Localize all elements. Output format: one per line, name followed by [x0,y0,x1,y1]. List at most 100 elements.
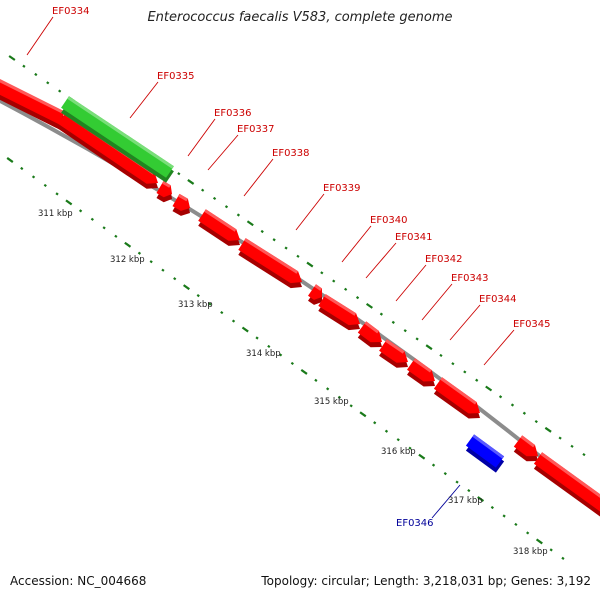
major-tick [359,411,367,418]
minor-tick [255,336,259,340]
minor-tick [290,361,294,366]
gene-highlight [385,339,405,354]
minor-tick [415,337,419,341]
minor-tick [31,175,36,179]
gene-label-text: EF0343 [451,273,489,284]
gene-arrow-2 [156,181,172,203]
major-tick [418,453,426,460]
gene-label-ef0334: EF0334 [26,6,90,56]
gene-label-text: EF0341 [395,232,433,243]
minor-tick [114,234,118,238]
minor-tick [90,217,94,221]
gene-arrow-5 [238,238,302,289]
gene-highlight [324,294,357,316]
minor-tick [46,81,50,85]
gene-label-text: EF0342 [425,254,463,265]
gene-highlight [244,238,299,274]
minor-tick [355,296,360,300]
scale-label: 311 kbp [38,209,73,219]
major-tick [124,241,132,248]
gene-body [513,435,538,457]
gene-label-ef0341: EF0341 [365,232,433,279]
gene-label-text: EF0335 [157,71,195,82]
minor-tick [320,271,324,275]
gene-highlight [314,284,322,291]
leader-line [449,304,481,341]
gene-body [238,238,302,284]
minor-tick [439,353,443,358]
gene-labels: EF0334 EF0335 EF0336 EF0337 EF0338 EF0339 EF03… [26,6,551,529]
major-tick [306,261,314,268]
minor-tick [561,556,565,560]
gene-highlight [204,209,237,232]
gene-highlight [178,193,188,202]
gene-label-text: EF0334 [52,6,90,17]
gene-label-ef0344: EF0344 [449,294,517,341]
scale-label: 316 kbp [381,447,416,457]
scale-label: 314 kbp [246,349,281,359]
scale-labels: 311 kbp 312 kbp 313 kbp 314 kbp 315 kbp 316 k… [38,209,548,557]
leader-line [129,81,159,119]
minor-tick [296,254,300,258]
minor-tick [78,209,83,213]
gene-highlight [364,321,379,334]
major-tick [544,426,552,433]
gene-label-ef0339: EF0339 [295,183,361,231]
accession-text: Accession: NC_004668 [10,574,147,588]
minor-tick [349,404,353,408]
major-tick [65,199,73,206]
leader-line [26,16,54,56]
gene-label-text: EF0336 [214,108,252,119]
leader-line [341,225,372,263]
leader-line [395,264,427,302]
minor-tick [314,378,318,382]
minor-tick [260,229,264,234]
minor-tick [396,438,400,442]
major-tick [246,220,254,227]
gene-label-ef0343: EF0343 [421,273,489,321]
gene-arrow-4 [198,209,240,246]
gene-arrow-0 [0,79,66,130]
highlighted-gene [61,96,174,183]
gene-highlight [413,358,432,373]
gene-arrow-8 [357,321,382,348]
minor-tick [490,505,494,510]
minor-tick [502,514,506,518]
gene-label-ef0345: EF0345 [483,319,551,366]
gene-label-ef0346: EF0346 [396,484,461,529]
reverse-gene [465,434,505,473]
minor-tick [558,436,562,440]
major-tick [535,538,543,545]
gene-arrow-7 [318,294,360,331]
minor-tick [137,251,142,255]
gene-highlight [472,434,505,459]
minor-tick [379,312,384,316]
gene-label-text: EF0338 [272,148,310,159]
minor-tick [408,446,412,450]
minor-tick [149,260,153,264]
minor-tick [22,64,26,68]
minor-tick [173,277,177,281]
gene-body [379,339,408,363]
minor-tick [224,205,229,209]
major-tick [182,284,190,291]
gene-label-ef0337: EF0337 [207,124,275,171]
gene-label-ef0340: EF0340 [341,215,408,263]
gene-features [0,79,600,517]
minor-tick [231,319,236,323]
minor-tick [208,302,212,306]
gene-highlight [162,181,171,188]
gene-body [407,358,435,382]
minor-tick [570,444,574,448]
minor-tick [161,268,165,272]
gene-label-text: EF0340 [370,215,408,226]
minor-tick [236,213,241,217]
gene-body [433,377,480,414]
scale-label: 315 kbp [314,397,349,407]
topology-text: Topology: circular; Length: 3,218,031 bp… [261,574,591,588]
minor-tick [102,226,106,230]
leader-line [365,242,397,279]
gene-label-ef0336: EF0336 [187,108,252,157]
gene-label-text: EF0345 [513,319,551,330]
